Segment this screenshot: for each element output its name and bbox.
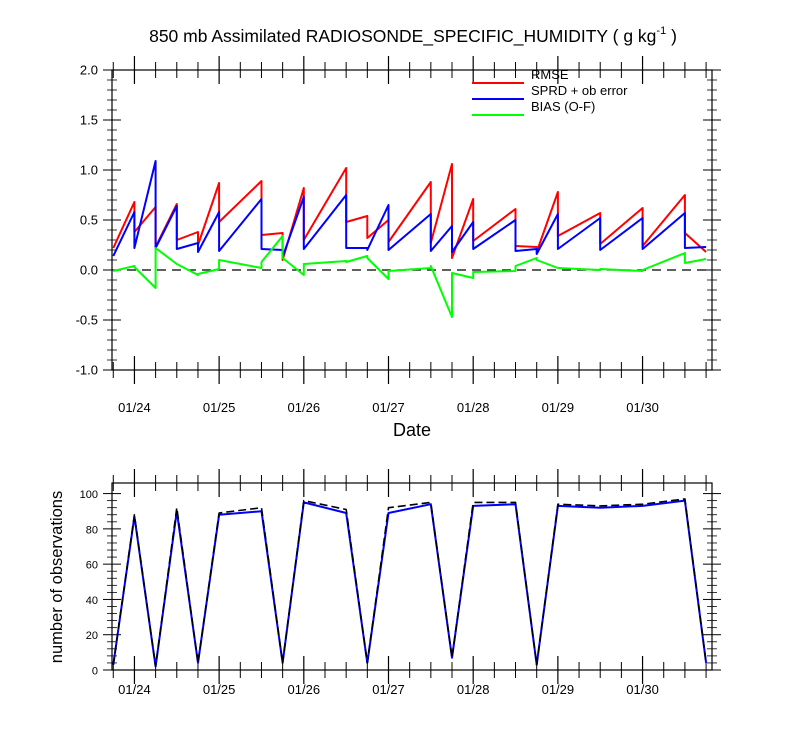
x-tick-label: 01/27 (372, 400, 405, 415)
series-line-assimilated-observations (112, 499, 708, 668)
y-tick-label: 0.0 (80, 263, 98, 278)
y-tick-label: 0 (92, 666, 98, 678)
x-tick-label: 01/30 (626, 682, 659, 697)
series-line-sprd-ob-error (112, 160, 707, 258)
x-tick-label: 01/25 (203, 400, 236, 415)
chart-title-superscript: -1 (656, 25, 666, 37)
plot-frame (111, 482, 713, 671)
x-tick-label: 01/26 (288, 682, 321, 697)
x-tick-label: 01/24 (118, 400, 151, 415)
y-tick-label: 0.5 (80, 213, 98, 228)
y-axis-label: number of observations (48, 491, 66, 663)
y-tick-label: 2.0 (80, 63, 98, 78)
x-tick-label: 01/25 (203, 682, 236, 697)
chart-title: 850 mb Assimilated RADIOSONDE_SPECIFIC_H… (149, 25, 677, 47)
series-line-bias-o-f (113, 235, 707, 318)
x-tick-label: 01/29 (542, 682, 575, 697)
x-tick-label: 01/27 (372, 682, 405, 697)
y-tick-label: 80 (86, 524, 98, 536)
x-tick-label: 01/28 (457, 682, 490, 697)
y-tick-label: 100 (80, 489, 98, 501)
y-tick-label: 60 (86, 560, 98, 572)
legend-label: RMSE (531, 67, 569, 82)
x-tick-label: 01/28 (457, 400, 490, 415)
legend-label: SPRD + ob error (531, 83, 628, 98)
x-axis-label: Date (393, 420, 431, 440)
y-tick-label: 1.0 (80, 163, 98, 178)
x-tick-label: 01/30 (626, 400, 659, 415)
y-tick-label: 1.5 (80, 113, 98, 128)
y-tick-label: 20 (86, 630, 98, 642)
plot-frame (111, 69, 713, 371)
y-tick-label: 40 (86, 595, 98, 607)
y-tick-label: -1.0 (76, 363, 98, 378)
x-tick-label: 01/29 (542, 400, 575, 415)
series-line-total-observations (112, 498, 707, 668)
chart-title-main: 850 mb Assimilated RADIOSONDE_SPECIFIC_H… (149, 26, 656, 47)
y-tick-label: -0.5 (76, 313, 98, 328)
observations-panel: 0 20 40 60 80 100 01/24 01/25 01/26 01/27 01/28 01/… (80, 469, 721, 697)
chart-title-close: ) (666, 26, 677, 46)
stats-panel: -1.0 -0.5 0.0 0.5 1.0 1.5 2.0 01/24 01/25 01/26 01… (76, 56, 721, 415)
x-tick-label: 01/24 (118, 682, 151, 697)
legend-label: BIAS (O-F) (531, 99, 595, 114)
x-tick-label: 01/26 (288, 400, 321, 415)
